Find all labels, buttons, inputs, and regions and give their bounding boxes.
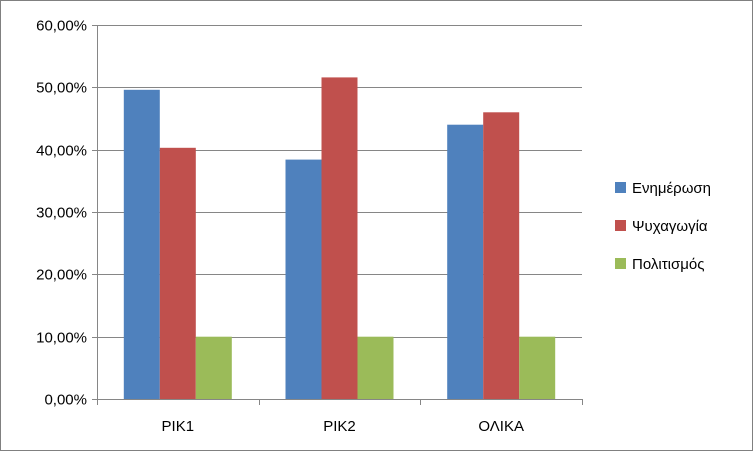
y-tick-label: 60,00%	[36, 18, 87, 35]
x-axis-category-labels: ΡΙΚ1 ΡΙΚ2 ΟΛΙΚΑ	[162, 418, 524, 435]
bars	[123, 77, 556, 400]
bar-Ενημέρωση-ΡΙΚ1	[123, 89, 160, 400]
legend-label: Πολιτισμός	[632, 256, 704, 273]
legend-label: Ενημέρωση	[632, 180, 711, 197]
bar-Ψυχαγωγία-ΡΙΚ2	[321, 77, 358, 400]
bar-Πολιτισμός-ΡΙΚ2	[357, 336, 394, 399]
bar-Ενημέρωση-ΡΙΚ2	[285, 159, 322, 399]
y-tick-label: 20,00%	[36, 267, 87, 284]
bar-Πολιτισμός-ΡΙΚ1	[195, 336, 232, 399]
y-tick-label: 30,00%	[36, 205, 87, 222]
legend-swatch	[615, 220, 626, 231]
y-axis-tick-labels: 0,00% 10,00% 20,00% 30,00% 40,00% 50,00% 60,00…	[36, 18, 87, 409]
legend-swatch	[615, 182, 626, 193]
y-tick-label: 10,00%	[36, 330, 87, 347]
y-tick-label: 50,00%	[36, 80, 87, 97]
bar-Ψυχαγωγία-ΟΛΙΚΑ	[483, 112, 520, 400]
bar-Ενημέρωση-ΟΛΙΚΑ	[447, 124, 484, 399]
legend-swatch	[615, 258, 626, 269]
y-tick-label: 0,00%	[44, 392, 87, 409]
y-tick-label: 40,00%	[36, 143, 87, 160]
x-category-label: ΡΙΚ2	[323, 418, 356, 435]
x-category-label: ΡΙΚ1	[162, 418, 195, 435]
x-category-label: ΟΛΙΚΑ	[478, 418, 524, 435]
legend-label: Ψυχαγωγία	[632, 218, 708, 235]
axes	[92, 25, 583, 405]
legend: Ενημέρωση Ψυχαγωγία Πολιτισμός	[615, 180, 711, 273]
bar-Πολιτισμός-ΟΛΙΚΑ	[519, 336, 556, 399]
bar-Ψυχαγωγία-ΡΙΚ1	[159, 147, 196, 399]
